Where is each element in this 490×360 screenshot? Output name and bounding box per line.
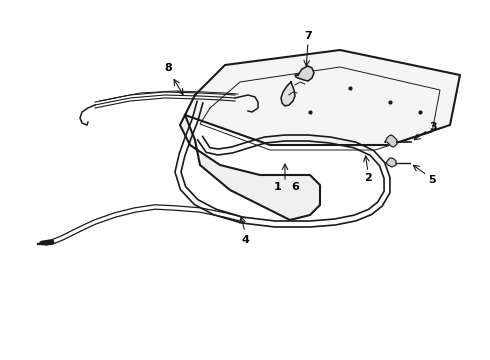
Text: 2: 2 <box>364 173 372 183</box>
Polygon shape <box>180 115 320 220</box>
Text: 7: 7 <box>304 31 312 41</box>
Polygon shape <box>185 50 460 145</box>
Text: 6: 6 <box>291 182 299 192</box>
Text: 5: 5 <box>428 175 436 185</box>
Polygon shape <box>281 82 295 106</box>
Text: 4: 4 <box>241 235 249 245</box>
Text: 8: 8 <box>164 63 172 73</box>
Polygon shape <box>386 158 396 167</box>
Text: 1: 1 <box>274 182 282 192</box>
Polygon shape <box>295 66 314 81</box>
Polygon shape <box>385 135 397 147</box>
Text: 3: 3 <box>429 122 437 132</box>
